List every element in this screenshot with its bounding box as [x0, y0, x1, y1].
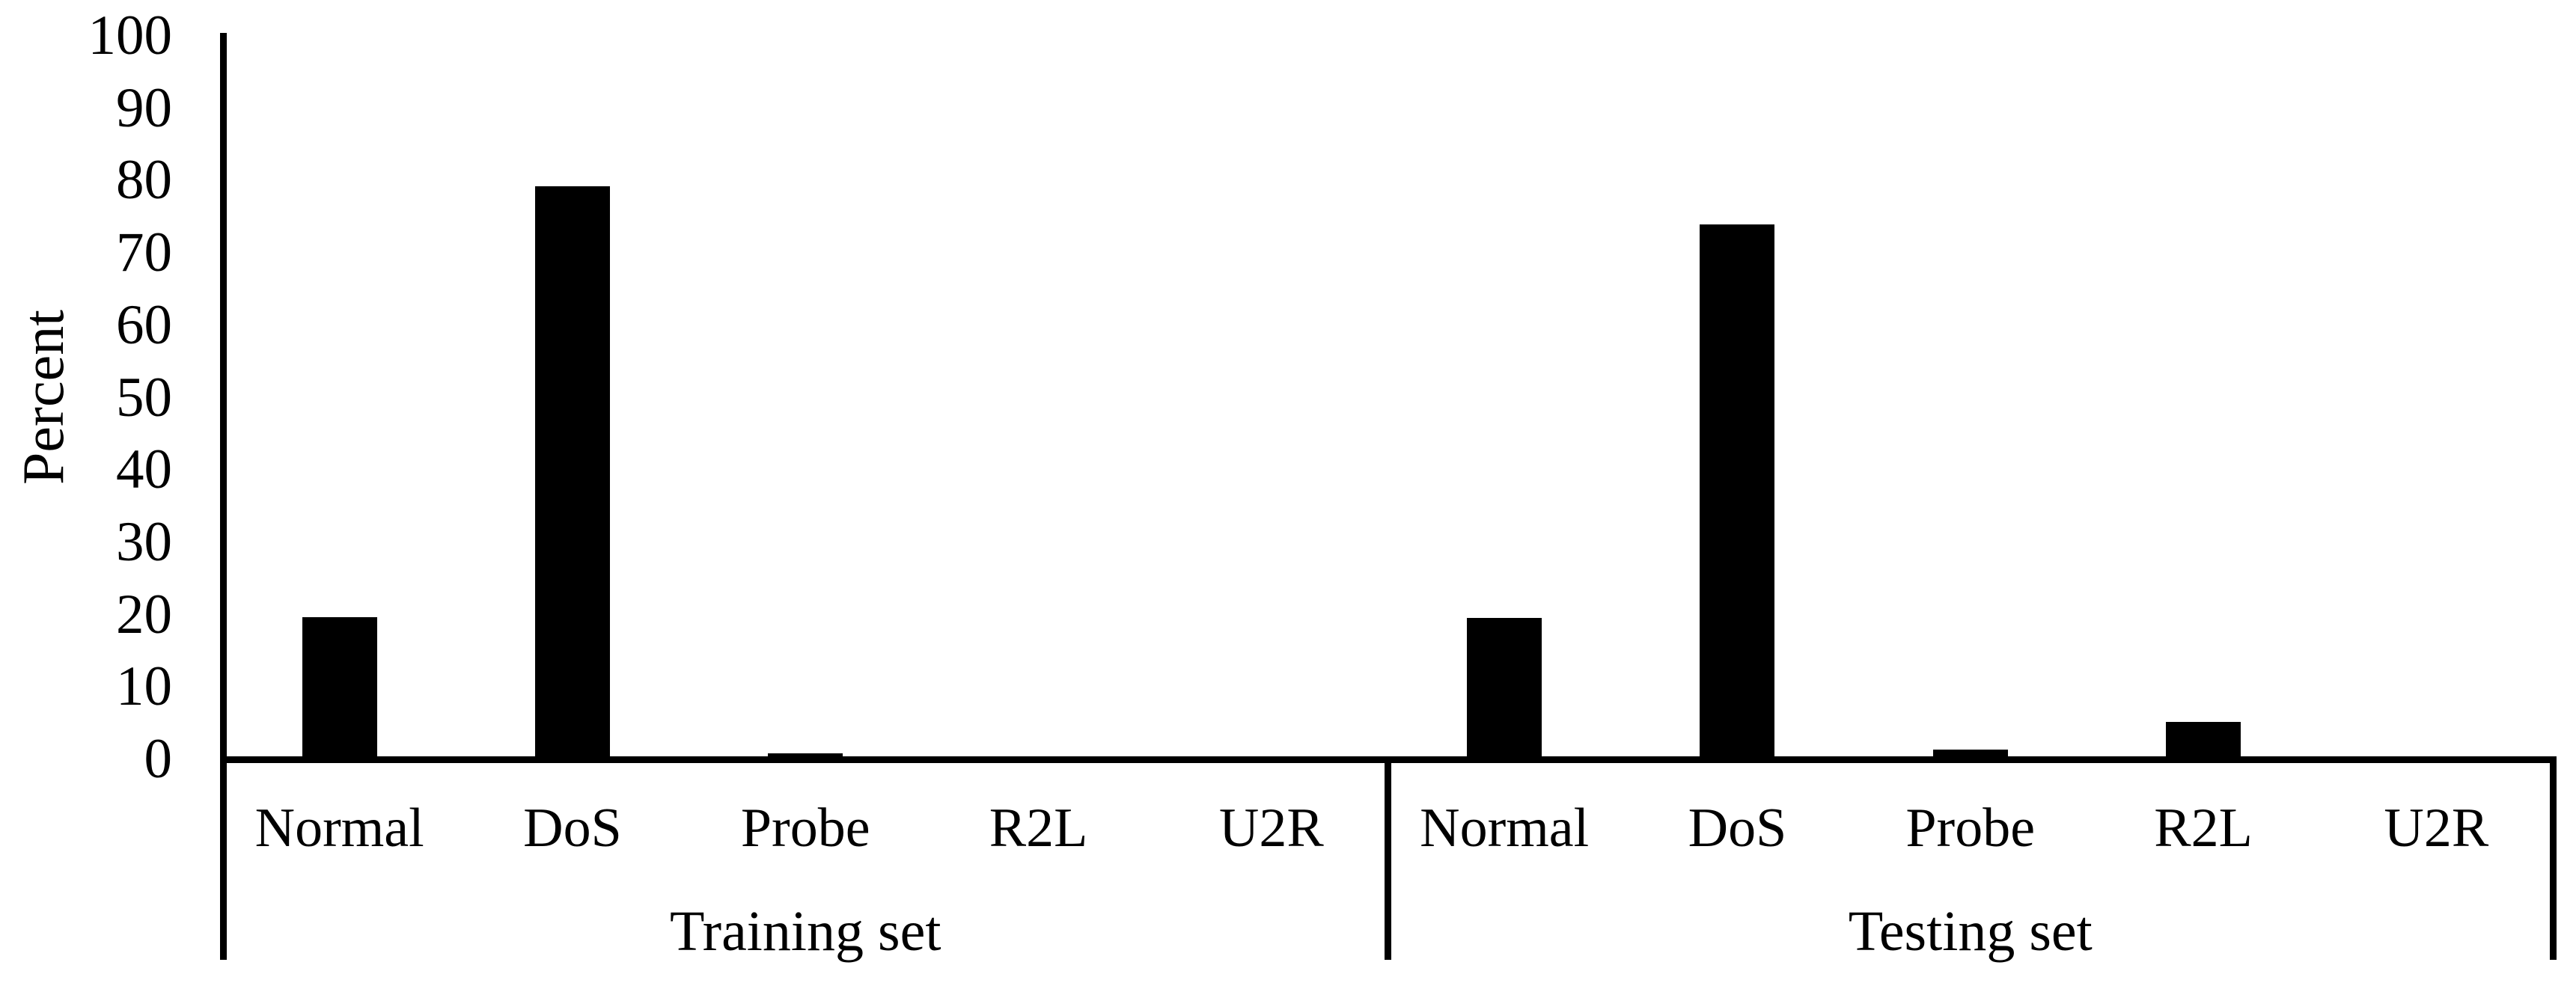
category-label-normal-training-set: Normal — [254, 797, 424, 859]
y-tick-label-40: 40 — [116, 438, 172, 501]
y-tick-label-0: 0 — [144, 728, 173, 790]
y-tick-label-20: 20 — [116, 583, 172, 646]
y-tick-label-30: 30 — [116, 510, 172, 573]
bar-training-set-normal — [302, 616, 377, 759]
group-divider-line — [1385, 759, 1391, 960]
group-label-testing-set: Testing set — [1848, 900, 2093, 963]
bar-testing-set-r2l — [2166, 721, 2241, 759]
category-label-probe-training-set: Probe — [740, 797, 870, 859]
bar-training-set-dos — [534, 186, 610, 759]
bar-testing-set-normal — [1467, 618, 1542, 759]
y-tick-label-60: 60 — [116, 293, 172, 356]
y-axis-line — [219, 32, 227, 960]
category-label-normal-testing-set: Normal — [1420, 797, 1590, 859]
group-label-training-set: Training set — [670, 900, 941, 963]
bar-testing-set-dos — [1700, 224, 1775, 759]
category-label-r2l-testing-set: R2L — [2154, 797, 2253, 859]
y-tick-label-50: 50 — [116, 366, 172, 429]
y-tick-label-90: 90 — [116, 76, 172, 139]
category-label-dos-training-set: DoS — [523, 797, 622, 859]
y-tick-label-80: 80 — [116, 149, 172, 212]
category-label-u2r-testing-set: U2R — [2384, 797, 2489, 859]
category-label-u2r-training-set: U2R — [1218, 797, 1324, 859]
category-label-r2l-training-set: R2L — [989, 797, 1088, 859]
category-label-probe-testing-set: Probe — [1905, 797, 2036, 859]
y-tick-label-10: 10 — [116, 655, 172, 718]
category-label-dos-testing-set: DoS — [1688, 797, 1787, 859]
y-tick-label-100: 100 — [88, 4, 173, 67]
y-tick-label-70: 70 — [116, 221, 172, 284]
y-axis-title: Percent — [10, 310, 76, 485]
category-axis-right-boundary-line — [2549, 759, 2557, 960]
